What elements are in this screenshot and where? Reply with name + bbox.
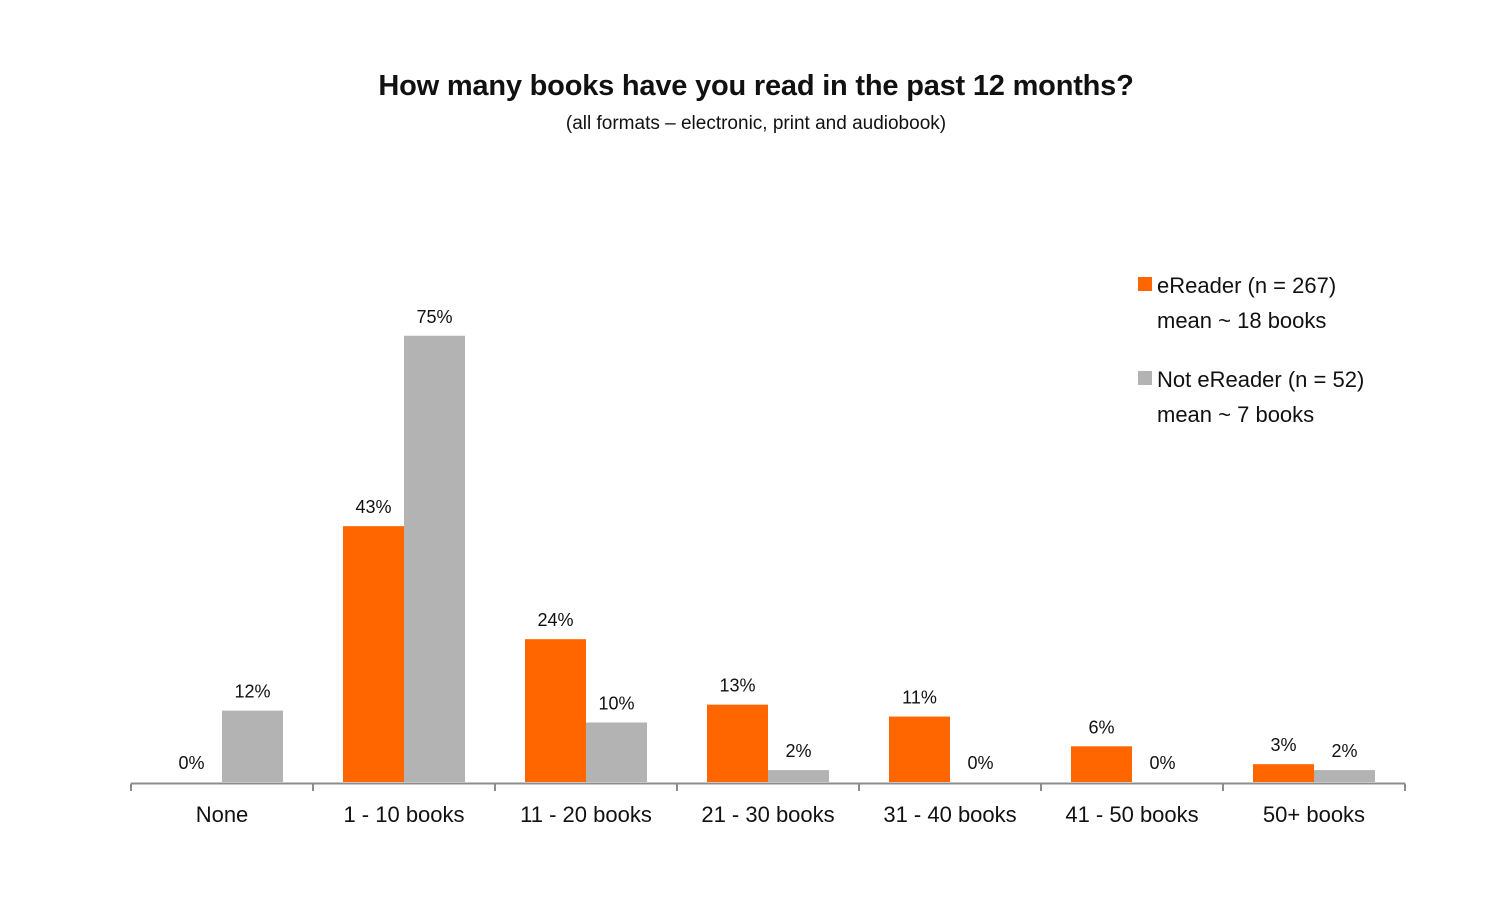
- legend-note-not-ereader: mean ~ 7 books: [1157, 402, 1315, 427]
- value-label-ereader-2: 24%: [537, 610, 573, 630]
- bar-ereader-1: [343, 526, 404, 782]
- x-tick-label-3: 21 - 30 books: [701, 802, 834, 827]
- value-label-not-ereader-5: 0%: [1149, 753, 1175, 773]
- x-tick-label-4: 31 - 40 books: [883, 802, 1016, 827]
- chart-subtitle: (all formats – electronic, print and aud…: [565, 113, 947, 134]
- legend-entry-not-ereader: Not eReader (n = 52) mean ~ 7 books: [1138, 362, 1364, 432]
- bar-not-ereader-3: [768, 770, 829, 782]
- value-label-ereader-1: 43%: [355, 497, 391, 517]
- bar-not-ereader-2: [586, 722, 647, 782]
- legend-swatch-not-ereader: [1138, 371, 1152, 385]
- value-label-not-ereader-1: 75%: [416, 307, 452, 327]
- chart-title: How many books have you read in the past…: [378, 70, 1134, 102]
- x-tick-label-0: None: [196, 802, 249, 827]
- bar-not-ereader-6: [1314, 770, 1375, 782]
- bar-ereader-4: [889, 716, 950, 782]
- bar-not-ereader-0: [222, 710, 283, 782]
- legend-swatch-ereader: [1138, 277, 1152, 291]
- value-label-not-ereader-3: 2%: [785, 741, 811, 761]
- legend-note-ereader: mean ~ 18 books: [1157, 308, 1327, 333]
- value-label-ereader-5: 6%: [1088, 717, 1114, 737]
- x-tick-label-5: 41 - 50 books: [1065, 802, 1198, 827]
- bar-ereader-6: [1253, 764, 1314, 782]
- x-tick-label-6: 50+ books: [1263, 802, 1365, 827]
- value-label-ereader-0: 0%: [178, 753, 204, 773]
- bar-not-ereader-1: [404, 335, 465, 782]
- bar-ereader-3: [707, 704, 768, 782]
- legend-label-not-ereader: Not eReader (n = 52): [1157, 367, 1365, 392]
- bar-ereader-5: [1071, 746, 1132, 782]
- value-label-ereader-4: 11%: [902, 688, 937, 708]
- value-label-not-ereader-0: 12%: [234, 682, 270, 702]
- x-tick-label-2: 11 - 20 books: [520, 802, 652, 827]
- legend-label-ereader: eReader (n = 267): [1157, 273, 1337, 298]
- value-label-not-ereader-6: 2%: [1331, 741, 1357, 761]
- x-tick-label-1: 1 - 10 books: [343, 802, 464, 827]
- legend-entry-ereader: eReader (n = 267) mean ~ 18 books: [1138, 268, 1364, 338]
- value-label-not-ereader-4: 0%: [967, 753, 993, 773]
- value-label-not-ereader-2: 10%: [598, 694, 634, 714]
- value-label-ereader-3: 13%: [719, 676, 755, 696]
- chart-legend: eReader (n = 267) mean ~ 18 books Not eR…: [1138, 268, 1364, 456]
- bar-ereader-2: [525, 639, 586, 782]
- value-label-ereader-6: 3%: [1270, 735, 1296, 755]
